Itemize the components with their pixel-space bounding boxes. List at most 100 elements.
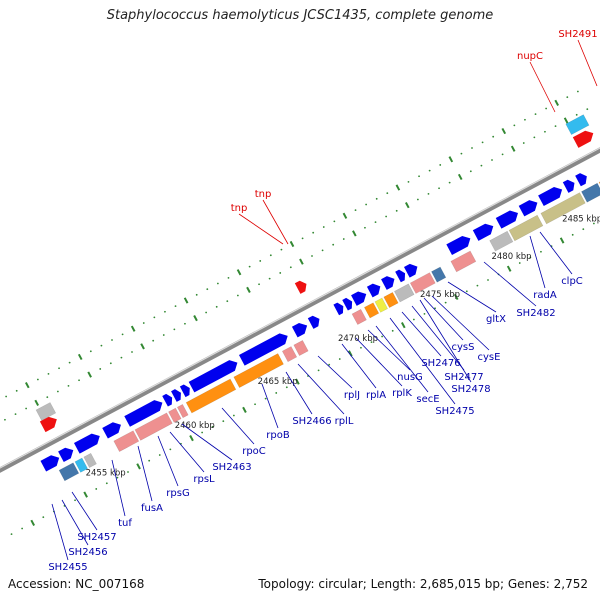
label-SH2466-leader [285, 371, 313, 415]
tick-dot [206, 288, 209, 291]
other-rna [540, 192, 586, 225]
label-rpoB: rpoB [266, 430, 290, 441]
tick-dot [280, 248, 283, 251]
label-SH2457-leader [71, 491, 98, 531]
other-feature-shape [58, 462, 80, 482]
rrna-shape [281, 346, 298, 363]
cds [102, 422, 121, 439]
tick-dot [386, 192, 389, 195]
cds-shape [495, 210, 519, 229]
label-rpsG-leader [157, 435, 179, 487]
green-tick-marks [4, 90, 595, 536]
genome-backbone [0, 147, 600, 473]
tick-dot [365, 203, 368, 206]
tick-dot [232, 414, 235, 417]
other-feature [58, 462, 80, 482]
tick-mark [183, 297, 189, 304]
tick-dot [333, 220, 336, 223]
tick-mark [246, 286, 251, 294]
cds-shape [58, 447, 74, 463]
cds-shape [102, 422, 121, 439]
tick-dot [554, 125, 557, 128]
cds-shape [162, 393, 173, 407]
tick-mark [510, 145, 516, 152]
tick-mark [405, 202, 410, 209]
label-tuf: tuf [118, 518, 132, 529]
tick-dot [471, 147, 473, 149]
tick-dot [412, 318, 415, 321]
tick-dot [338, 358, 341, 360]
tick-mark [559, 237, 565, 244]
label-rplK: rplK [392, 388, 412, 399]
cds-shape [307, 315, 320, 329]
tick-dot [575, 113, 578, 116]
tick-dot [332, 243, 335, 246]
tick-dot [67, 384, 70, 387]
other-rna-shape [508, 214, 544, 242]
tick-dot [58, 367, 60, 370]
cds [562, 179, 575, 193]
tick-dot [205, 311, 208, 314]
label-rpsG: rpsG [166, 488, 189, 499]
tick-dot [354, 209, 357, 212]
rrna [409, 272, 436, 294]
label-secE: secE [416, 394, 439, 405]
tick-dot [42, 516, 45, 519]
cds [342, 297, 353, 311]
label-SH2476: SH2476 [421, 358, 460, 369]
forward-feature [294, 280, 307, 294]
tick-dot [522, 142, 525, 144]
cds-shape [472, 223, 494, 241]
tick-mark [457, 173, 463, 181]
cds [239, 333, 288, 366]
cds [472, 223, 494, 241]
tick-dot [385, 215, 388, 218]
tick-dot [264, 397, 267, 400]
cds-shape [40, 455, 60, 472]
cds-shape [333, 302, 344, 316]
label-SH2477-leader [411, 305, 465, 371]
other-feature [565, 114, 590, 135]
tick-dot [269, 254, 272, 257]
tick-dot [268, 277, 271, 280]
cds-shape [575, 173, 587, 187]
cds-shape [562, 179, 575, 193]
pseudo-shape [489, 230, 514, 252]
tick-dot [100, 344, 103, 347]
cds-shape [179, 384, 190, 398]
label-rpoC: rpoC [242, 446, 266, 457]
tick-dot [89, 350, 92, 353]
label-SH2491-leader [577, 39, 598, 87]
tick-dot [416, 198, 419, 201]
cds [366, 283, 381, 298]
cds-shape [381, 276, 395, 290]
tick-dot [513, 124, 516, 127]
label-SH2478-leader [419, 299, 472, 383]
tick-dot [317, 369, 320, 372]
label-SH2482: SH2482 [516, 308, 555, 319]
label-clpC: clpC [561, 276, 583, 287]
tick-dot [142, 322, 145, 324]
label-tnp-2-leader [262, 199, 289, 245]
tick-mark [130, 325, 136, 332]
tick-dot [524, 118, 526, 121]
tick-dot [529, 256, 532, 259]
label-tuf-leader [111, 459, 126, 517]
cds [171, 389, 181, 402]
tick-dot [427, 192, 430, 195]
label-tnp-2: tnp [255, 189, 272, 200]
trna [383, 292, 399, 308]
label-rplA: rplA [366, 390, 386, 401]
tick-dot [279, 272, 282, 274]
cds-shape [518, 200, 538, 217]
label-nupC: nupC [517, 51, 543, 62]
cds [403, 263, 418, 278]
cds [575, 173, 587, 187]
tick-dot [227, 276, 230, 279]
trna-shape [383, 292, 399, 308]
forward-feature-shape [39, 416, 57, 433]
genome-summary-text: Topology: circular; Length: 2,685,015 bp… [258, 577, 588, 591]
cds [58, 447, 74, 463]
label-rplL: rplL [335, 416, 354, 427]
tick-dot [407, 180, 410, 183]
